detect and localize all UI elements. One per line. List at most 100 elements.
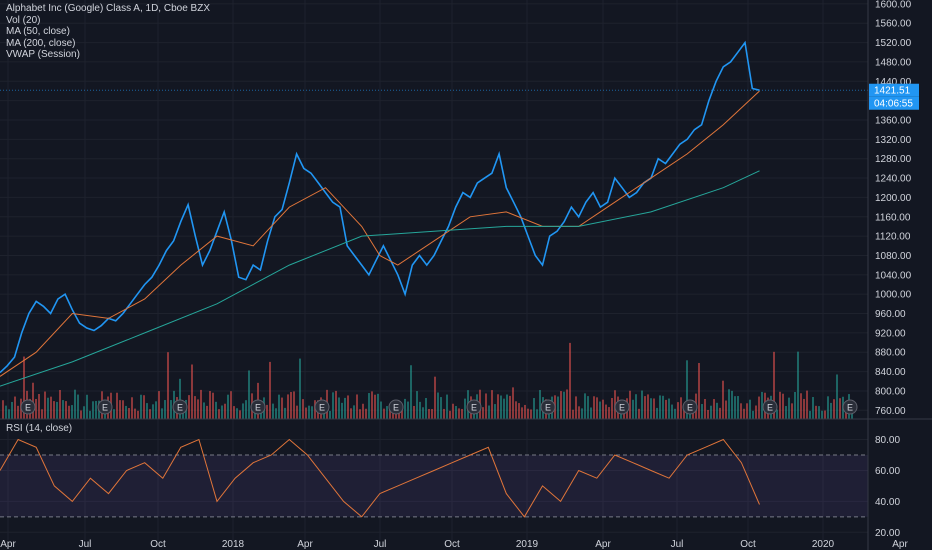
volume-bar [710,405,712,419]
volume-bar [83,406,85,419]
volume-bar [149,409,151,419]
volume-bar [515,401,517,419]
y-tick-label: 1120.00 [875,232,911,243]
volume-bar [809,410,811,419]
volume-bar [17,405,19,419]
y-tick-label: 1480.00 [875,57,912,68]
volume-bar [233,406,235,419]
volume-bar [653,398,655,419]
volume-bar [791,403,793,419]
countdown-badge-value: 04:06:55 [874,99,913,110]
x-tick-label: 2018 [222,539,245,550]
rsi-series-line [0,438,760,518]
volume-bar [509,395,511,419]
volume-bar [641,390,643,419]
earnings-marker-label: E [619,403,625,413]
volume-bar [278,394,280,419]
indicator-vwap[interactable]: VWAP (Session) [6,49,80,60]
volume-bar [578,406,580,419]
volume-bar [5,405,7,419]
volume-bar [194,396,196,419]
volume-bar [689,410,691,419]
volume-bar [113,409,115,419]
volume-bar [557,396,559,419]
volume-bar [647,394,649,419]
volume-bar [785,406,787,419]
earnings-marker [614,399,630,415]
volume-bar [425,398,427,419]
volume-bar [563,391,565,419]
x-tick-label: Oct [444,539,460,550]
volume-bar [302,399,304,419]
volume-bar [605,404,607,419]
volume-bar [308,405,310,419]
volume-bar [143,395,145,419]
volume-bar [482,407,484,419]
volume-bar [95,400,97,419]
volume-bar [452,403,454,419]
volume-bar [158,391,160,419]
y-tick-label: 920.00 [875,328,906,339]
rsi-legend[interactable]: RSI (14, close) [6,423,73,434]
indicator-ma200[interactable]: MA (200, close) [6,37,76,49]
volume-bar [731,390,733,419]
volume-bar [209,391,211,419]
volume-bar [683,407,685,419]
y-tick-label: 1560.00 [875,19,912,30]
volume-bar [179,378,181,419]
volume-bar [485,393,487,419]
volume-bar [635,394,637,419]
earnings-marker-label: E [393,403,399,413]
volume-bar [782,393,784,419]
volume-bar [71,405,73,419]
volume-bar [284,407,286,419]
earnings-marker [540,399,556,415]
x-tick-label: Oct [150,539,166,550]
x-tick-label: Apr [0,539,16,550]
volume-bar [632,399,634,419]
y-tick-label: 1360.00 [875,115,912,126]
volume-bar [131,397,133,419]
indicator-ma50[interactable]: MA (50, close) [6,26,70,37]
volume-bar [344,397,346,419]
y-tick-label: 1000.00 [875,290,912,301]
volume-bar [422,407,424,419]
series-line-2 [0,170,760,387]
y-tick-label: 1520.00 [875,38,912,49]
volume-bar [227,394,229,419]
y-tick-label: 1240.00 [875,174,912,185]
volume-bar [407,401,409,419]
volume-bar [533,398,535,419]
volume-bar [350,408,352,419]
chart-legend: Alphabet Inc (Google) Class A, 1D, Cboe … [6,3,210,61]
volume-bar [572,409,574,419]
x-tick-label: 2019 [516,539,539,550]
volume-bar [800,393,802,419]
volume-bar [197,399,199,419]
chart-title: Alphabet Inc (Google) Class A, 1D, Cboe … [6,3,210,14]
volume-bar [332,392,334,419]
volume-bar [752,410,754,419]
volume-bar [665,399,667,419]
volume-bar [707,409,709,419]
volume-bar [410,365,412,419]
indicator-volume[interactable]: Vol (20) [6,14,41,26]
volume-bar [137,410,139,419]
volume-bar [401,410,403,419]
volume-bar [530,409,532,419]
volume-bar [701,404,703,419]
volume-bar [566,389,568,419]
volume-bar [524,404,526,419]
y-tick-label: 800.00 [875,386,906,397]
volume-bar [362,403,364,419]
volume-bar [200,389,202,419]
volume-bar [518,403,520,419]
volume-bar [11,401,13,419]
earnings-marker [20,399,36,415]
volume-bar [833,399,835,419]
volume-bar [32,382,34,419]
rsi-y-tick-label: 20.00 [875,528,900,539]
volume-bar [341,402,343,419]
volume-bar [659,395,661,419]
